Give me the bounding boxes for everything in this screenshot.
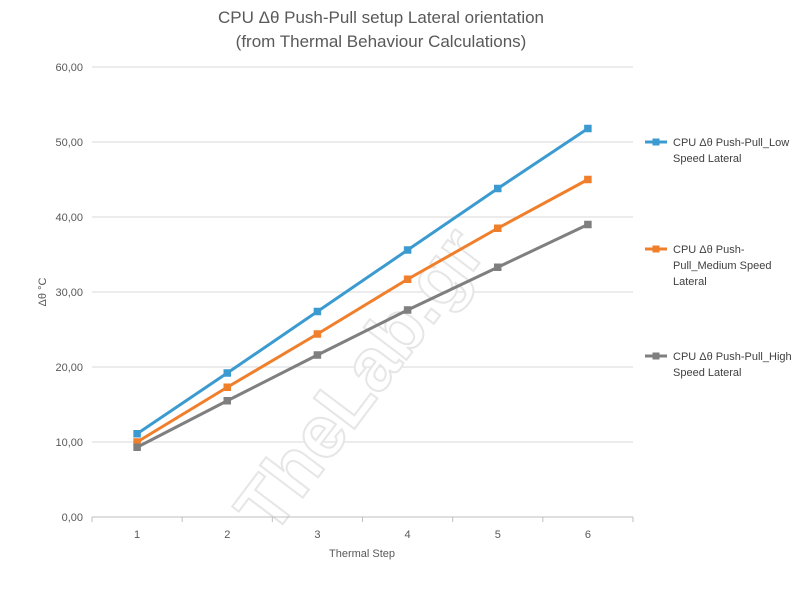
- data-point: [133, 430, 141, 438]
- y-axis-label: Δθ °C: [37, 278, 49, 307]
- legend-entry-text: Pull_Medium Speed: [673, 260, 771, 272]
- legend-marker: [652, 138, 660, 146]
- y-tick-label: 20,00: [55, 362, 83, 374]
- data-point: [494, 263, 502, 271]
- x-tick-label: 5: [495, 529, 501, 541]
- legend-marker: [652, 352, 660, 360]
- y-tick-label: 50,00: [55, 137, 83, 149]
- axes: 0,00 10,00 20,00 30,00 40,00 50,00 60,00 1 2 3 4 5 6: [55, 62, 634, 541]
- chart-title: CPU Δθ Push-Pull setup Lateral orientati…: [218, 8, 544, 27]
- x-tick-label: 1: [134, 529, 140, 541]
- data-point: [494, 184, 502, 193]
- y-tick-label: 30,00: [55, 287, 83, 299]
- data-point: [223, 397, 231, 405]
- data-point: [313, 330, 322, 338]
- x-axis-label: Thermal Step: [329, 548, 395, 560]
- y-tick-label: 10,00: [55, 437, 83, 449]
- data-point: [223, 383, 231, 391]
- data-point: [584, 175, 592, 184]
- series-line-1: [135, 127, 590, 436]
- y-tick-label: 0,00: [62, 512, 83, 524]
- series-line-2: [135, 178, 590, 444]
- data-point: [403, 246, 412, 254]
- x-tick-label: 3: [314, 529, 320, 541]
- series-group: [133, 124, 592, 451]
- data-point: [223, 369, 231, 377]
- legend: CPU Δθ Push-Pull_Low Speed Lateral CPU Δθ …: [645, 137, 792, 379]
- legend-entry-text: Speed Lateral: [673, 153, 742, 165]
- data-point: [494, 224, 502, 232]
- data-point: [403, 306, 412, 314]
- gridlines: [92, 66, 633, 443]
- legend-entry-text: CPU Δθ Push-: [673, 244, 745, 256]
- data-point: [133, 443, 141, 451]
- legend-entry-text: Speed Lateral: [673, 367, 742, 379]
- y-tick-label: 40,00: [55, 212, 83, 224]
- x-tick-label: 4: [405, 529, 411, 541]
- data-point: [403, 275, 412, 283]
- legend-entry-text: Lateral: [673, 276, 707, 288]
- x-tick-label: 6: [585, 529, 591, 541]
- y-tick-label: 60,00: [55, 62, 83, 74]
- data-point: [584, 124, 592, 133]
- data-point: [313, 307, 322, 316]
- data-point: [584, 220, 592, 229]
- legend-entry-text: CPU Δθ Push-Pull_High: [673, 351, 792, 363]
- legend-entry-text: CPU Δθ Push-Pull_Low: [673, 137, 789, 149]
- chart-subtitle: (from Thermal Behaviour Calculations): [236, 32, 527, 51]
- series-line-3: [135, 223, 590, 449]
- legend-marker: [652, 245, 660, 253]
- data-point: [313, 351, 322, 359]
- x-tick-label: 2: [224, 529, 230, 541]
